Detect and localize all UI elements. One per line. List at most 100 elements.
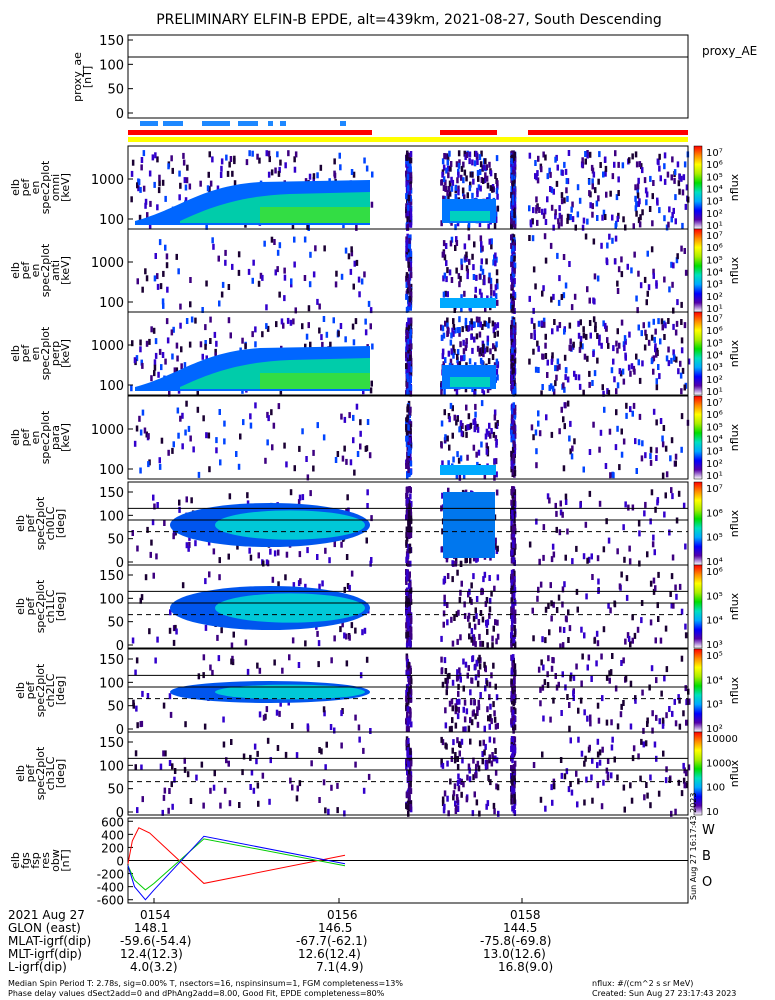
flux-pixel bbox=[494, 748, 497, 754]
flux-pixel bbox=[534, 160, 537, 166]
flux-pixel bbox=[409, 526, 413, 533]
data-flag-mark bbox=[280, 121, 286, 126]
flux-pixel bbox=[624, 501, 627, 508]
flux-pixel bbox=[197, 673, 201, 680]
flux-pixel bbox=[634, 195, 637, 202]
flux-pixel bbox=[449, 402, 453, 409]
flux-pixel bbox=[138, 214, 142, 221]
flux-pixel bbox=[585, 776, 588, 783]
flux-pixel bbox=[629, 782, 632, 789]
flux-pixel bbox=[473, 321, 476, 328]
flux-pixel bbox=[220, 165, 223, 172]
flux-pixel bbox=[596, 751, 600, 758]
flux-pixel bbox=[323, 245, 326, 252]
flux-pixel bbox=[492, 327, 496, 334]
flux-pixel bbox=[273, 550, 277, 557]
flux-pixel bbox=[512, 180, 515, 187]
flux-pixel bbox=[318, 797, 321, 803]
flux-pixel bbox=[462, 177, 465, 184]
flux-pixel bbox=[528, 295, 531, 302]
flux-pixel bbox=[482, 576, 485, 583]
flux-pixel bbox=[458, 330, 461, 337]
flux-pixel bbox=[637, 753, 640, 760]
flux-pixel bbox=[446, 291, 449, 298]
flux-pixel bbox=[457, 150, 461, 157]
flux-pixel bbox=[575, 545, 578, 552]
flux-pixel bbox=[262, 714, 266, 721]
flux-pixel bbox=[136, 278, 139, 285]
flux-pixel bbox=[211, 156, 214, 163]
flux-pixel bbox=[570, 304, 574, 311]
flux-pixel bbox=[626, 263, 629, 270]
flux-pixel bbox=[449, 778, 452, 785]
flux-pixel bbox=[560, 220, 563, 227]
flux-pixel bbox=[279, 388, 283, 395]
flux-pixel bbox=[511, 367, 515, 374]
flux-pixel bbox=[187, 425, 191, 432]
flux-pixel bbox=[588, 190, 591, 197]
flux-pixel bbox=[472, 709, 475, 716]
flux-pixel bbox=[409, 517, 413, 524]
colorbar-tick-label: 10¹ bbox=[706, 221, 723, 232]
flux-pixel bbox=[688, 698, 691, 705]
flux-pixel bbox=[408, 265, 411, 272]
eph-l-1: 7.1(4.9) bbox=[316, 960, 364, 974]
flux-pixel bbox=[455, 611, 459, 618]
flux-pixel bbox=[561, 642, 565, 649]
flux-pixel bbox=[220, 291, 224, 298]
flux-pixel bbox=[658, 718, 661, 725]
flux-pixel bbox=[369, 728, 372, 734]
flux-pixel bbox=[455, 675, 459, 682]
flux-pixel bbox=[161, 352, 165, 358]
flux-pixel bbox=[649, 619, 653, 626]
flux-pixel bbox=[458, 281, 461, 288]
flux-pixel bbox=[532, 762, 536, 768]
flux-pixel bbox=[651, 541, 655, 548]
flux-pixel bbox=[154, 338, 158, 345]
flux-pixel bbox=[539, 686, 542, 693]
flux-pixel bbox=[179, 182, 182, 189]
flux-pixel bbox=[228, 800, 232, 807]
flux-pixel bbox=[552, 188, 555, 195]
flux-pixel bbox=[512, 402, 515, 409]
flux-pixel bbox=[591, 203, 594, 210]
flux-pixel bbox=[405, 323, 409, 330]
flux-pixel bbox=[405, 463, 408, 469]
flux-pixel bbox=[407, 583, 411, 590]
flux-pixel bbox=[339, 164, 342, 171]
flux-pixel bbox=[565, 367, 568, 374]
flux-pixel bbox=[447, 460, 450, 467]
flux-pixel bbox=[661, 472, 665, 479]
flux-pixel bbox=[583, 709, 586, 716]
flux-pixel bbox=[458, 741, 461, 748]
flux-pixel bbox=[325, 741, 328, 748]
flux-pixel bbox=[512, 727, 515, 734]
flux-pixel bbox=[512, 764, 516, 771]
flux-pixel bbox=[409, 685, 412, 691]
flux-pixel bbox=[220, 158, 224, 165]
flux-pixel bbox=[676, 253, 679, 260]
flux-pixel bbox=[471, 386, 474, 393]
flux-pixel bbox=[406, 666, 409, 673]
flux-pixel bbox=[649, 459, 653, 466]
flux-pixel bbox=[485, 680, 489, 687]
flux-pixel bbox=[488, 575, 491, 581]
flux-pixel bbox=[268, 156, 271, 163]
flux-pixel bbox=[181, 582, 185, 589]
flux-pixel bbox=[646, 250, 649, 257]
flux-pixel bbox=[441, 796, 445, 803]
flux-pixel bbox=[620, 256, 623, 263]
flux-pixel bbox=[609, 190, 612, 197]
flux-pixel bbox=[513, 570, 516, 577]
eph-glon-2: 144.5 bbox=[503, 921, 538, 935]
flux-pixel bbox=[406, 530, 410, 537]
flux-pixel bbox=[291, 223, 295, 230]
flux-pixel bbox=[613, 161, 616, 168]
flux-pixel bbox=[136, 545, 139, 552]
flux-pixel bbox=[227, 317, 231, 324]
flux-pixel bbox=[228, 161, 231, 168]
flux-pixel bbox=[407, 661, 410, 668]
flux-pixel bbox=[635, 201, 638, 208]
flux-pixel bbox=[475, 451, 478, 458]
flux-pixel bbox=[263, 240, 266, 247]
